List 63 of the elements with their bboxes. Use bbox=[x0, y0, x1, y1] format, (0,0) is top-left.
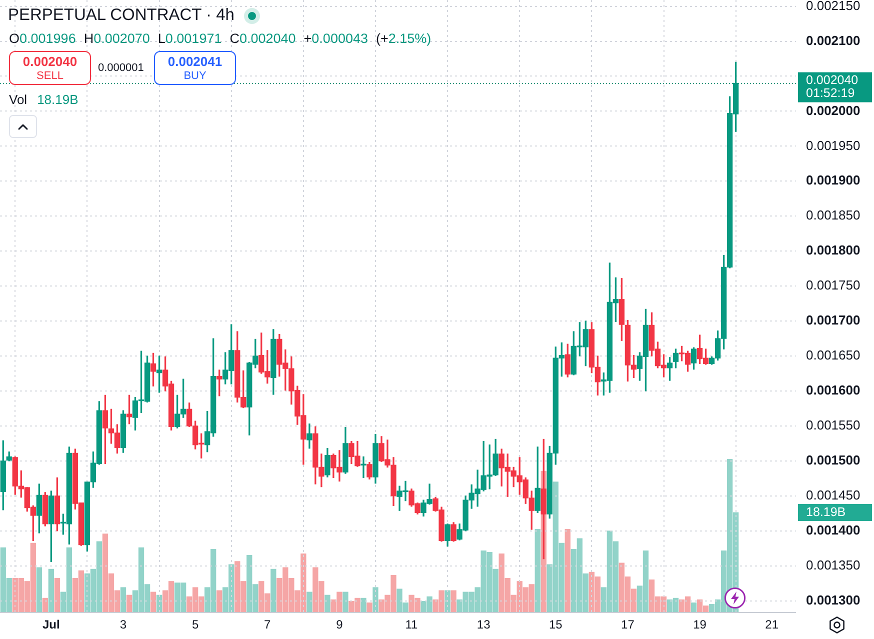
y-tick-label: 0.001500 bbox=[806, 452, 860, 468]
y-tick-label: 0.001350 bbox=[806, 557, 860, 572]
bar bbox=[36, 567, 42, 612]
text: O0.001996 H0.002070 L0.001971 C0.002040 +0.000043 (+2.15%) bbox=[9, 31, 432, 46]
y-tick-label: 0.001800 bbox=[806, 242, 860, 258]
x-tick-label: 17 bbox=[621, 618, 635, 632]
annotation: 0.000001 bbox=[98, 62, 144, 74]
text: 01:52:19 bbox=[806, 86, 855, 100]
bar bbox=[270, 568, 276, 612]
x-tick-label: 7 bbox=[264, 618, 272, 632]
bar bbox=[360, 598, 366, 612]
buy-button: 0.002041 BUY bbox=[154, 51, 236, 85]
y-tick-label: 0.002000 bbox=[806, 102, 860, 118]
bar bbox=[150, 592, 156, 612]
bar bbox=[444, 590, 450, 612]
x-tick-label: 3 bbox=[120, 618, 127, 632]
candlestick bbox=[360, 456, 366, 478]
x-tick-label: Jul bbox=[42, 618, 60, 632]
annotation: Vol bbox=[9, 92, 28, 107]
y-tick-label: 0.001550 bbox=[806, 418, 860, 433]
annotation: 0.002040 bbox=[22, 54, 78, 69]
chart-title: PERPETUAL CONTRACT · 4h bbox=[8, 6, 234, 25]
ref-line-label: 0.002040 bbox=[806, 73, 858, 88]
text: 18.19B bbox=[806, 505, 846, 520]
bar bbox=[372, 587, 378, 612]
bar bbox=[54, 578, 60, 612]
sell-button: 0.002040 SELL bbox=[9, 51, 91, 85]
y-tick-label: 0.001700 bbox=[806, 312, 860, 328]
bar bbox=[690, 602, 697, 612]
annotation: SELL bbox=[36, 70, 64, 82]
y-tick-label: 0.001900 bbox=[806, 172, 860, 188]
bar bbox=[306, 592, 312, 612]
x-tick-label: 5 bbox=[192, 618, 199, 632]
annotation: 0.002041 bbox=[166, 54, 224, 69]
bar bbox=[216, 590, 222, 612]
bar bbox=[126, 594, 132, 612]
y-tick-label: 0.002150 bbox=[806, 0, 860, 13]
bar bbox=[366, 602, 372, 612]
annotation: BUY bbox=[182, 70, 208, 82]
bar bbox=[342, 592, 348, 612]
annotation: 18.19B bbox=[37, 92, 78, 107]
bar bbox=[42, 598, 48, 612]
bar bbox=[450, 590, 456, 612]
x-tick-label: 15 bbox=[548, 618, 563, 632]
bar bbox=[564, 529, 570, 612]
x-tick-label: 11 bbox=[405, 618, 418, 632]
x-tick-label: 21 bbox=[765, 618, 779, 632]
y-tick-label: 0.001300 bbox=[806, 592, 860, 608]
x-tick-label: 9 bbox=[336, 618, 344, 632]
bar bbox=[534, 529, 540, 612]
bar bbox=[324, 594, 330, 612]
y-tick-label: 0.001650 bbox=[806, 348, 860, 363]
bar bbox=[48, 568, 54, 612]
x-tick-label: 13 bbox=[476, 618, 491, 632]
y-tick-label: 0.001600 bbox=[806, 382, 860, 398]
y-tick-label: 0.001950 bbox=[806, 138, 860, 153]
y-tick-label: 0.001750 bbox=[806, 278, 860, 293]
y-tick-label: 0.001850 bbox=[806, 208, 860, 223]
y-tick-label: 0.001400 bbox=[806, 522, 860, 538]
bar bbox=[120, 587, 126, 612]
y-tick-label: 0.001450 bbox=[806, 487, 860, 502]
y-tick-label: 0.002100 bbox=[806, 32, 860, 48]
x-tick-label: 19 bbox=[693, 618, 707, 632]
